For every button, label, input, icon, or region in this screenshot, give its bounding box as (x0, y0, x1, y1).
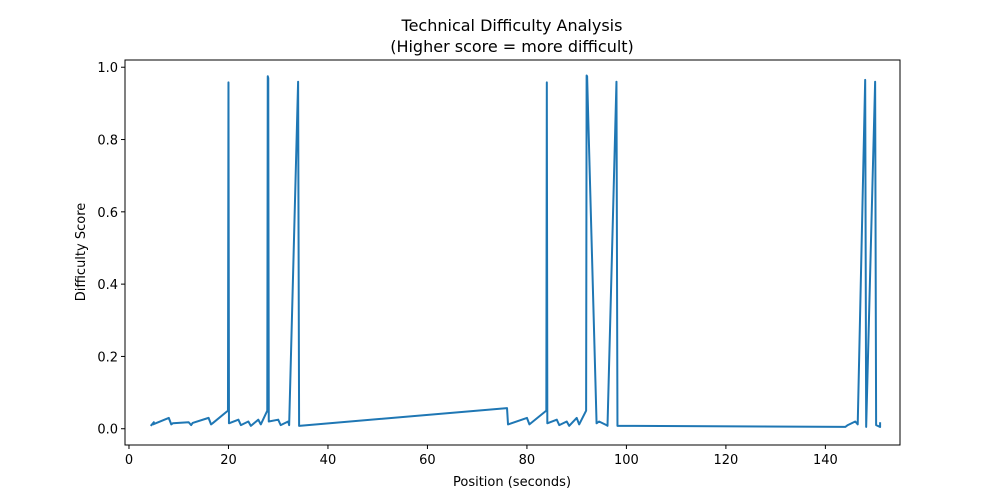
y-tick-label-0.2: 0.2 (97, 350, 118, 365)
y-tick-label-1: 1.0 (97, 61, 118, 76)
y-tick-label-0.8: 0.8 (97, 134, 118, 149)
x-tick-label-140: 140 (813, 453, 838, 468)
plot-frame (124, 59, 901, 446)
x-tick-label-40: 40 (320, 453, 337, 468)
y-tick-label-0.6: 0.6 (97, 206, 118, 221)
x-tick-label-0: 0 (125, 453, 133, 468)
x-tick-label-60: 60 (419, 453, 436, 468)
plot-area: 0 20 40 60 80 100 120 140 0.0 0.2 0.4 0.6 0.8 1.0 (97, 59, 901, 468)
y-tick-label-0: 0.0 (97, 423, 118, 438)
chart-title: Technical Difficulty Analysis (401, 16, 623, 35)
x-axis-label: Position (seconds) (453, 475, 571, 490)
y-tick-label-0.4: 0.4 (97, 278, 118, 293)
series-line-0 (149, 74, 882, 428)
chart-subtitle: (Higher score = more difficult) (390, 37, 634, 56)
x-tick-label-80: 80 (519, 453, 536, 468)
x-tick-label-100: 100 (614, 453, 639, 468)
x-tick-label-120: 120 (713, 453, 738, 468)
y-axis-label: Difficulty Score (74, 203, 89, 302)
x-tick-label-20: 20 (220, 453, 237, 468)
